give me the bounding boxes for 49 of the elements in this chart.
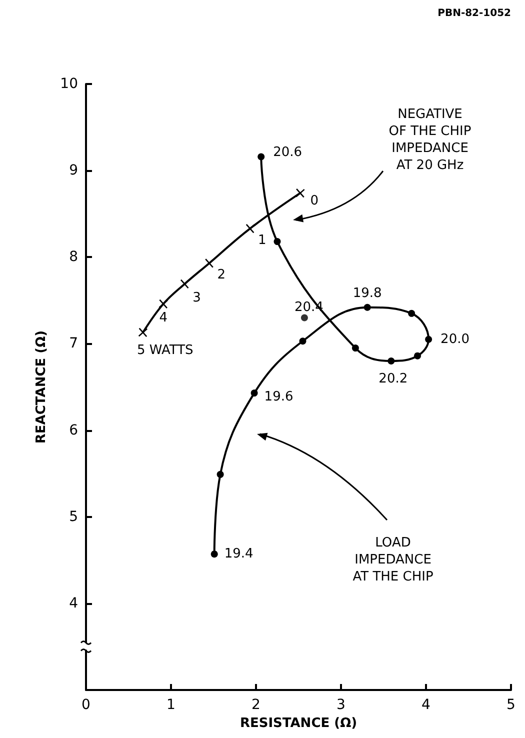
annotation: LOAD IMPEDANCE AT THE CHIP xyxy=(352,536,434,584)
point xyxy=(299,338,306,345)
x-tick-label: 0 xyxy=(82,697,90,713)
y-tick-label: 9 xyxy=(69,162,78,179)
point xyxy=(216,470,224,478)
annotation: 3 xyxy=(192,290,201,306)
y-tick-label: 5 xyxy=(69,508,78,525)
annotation: 20.0 xyxy=(440,332,470,347)
point xyxy=(250,390,258,397)
point xyxy=(408,310,416,317)
annotation: 2 xyxy=(217,268,226,283)
annotation: 19.6 xyxy=(264,390,294,405)
annotation: 5 WATTS xyxy=(136,342,194,358)
point xyxy=(138,328,148,338)
point xyxy=(296,188,305,198)
point xyxy=(180,279,190,289)
point xyxy=(245,224,255,234)
x-tick-label: 5 xyxy=(506,697,516,713)
point xyxy=(300,314,308,322)
annotation: 19.8 xyxy=(352,286,382,301)
x-tick-label: 1 xyxy=(166,697,176,713)
y-tick-label: 7 xyxy=(69,336,78,352)
point xyxy=(425,336,432,343)
point xyxy=(210,550,218,558)
annotation: 0 xyxy=(310,194,318,209)
point xyxy=(158,299,168,308)
y-tick-label: 8 xyxy=(69,249,78,266)
y-axis-title: REACTANCE (Ω) xyxy=(34,330,49,444)
point xyxy=(352,344,359,352)
annotation: NEGATIVE OF THE CHIP IMPEDANCE AT 20 GHz xyxy=(388,107,472,173)
annotation: 4 xyxy=(159,310,168,326)
point xyxy=(204,258,214,268)
point xyxy=(414,352,421,360)
point xyxy=(274,238,281,246)
annotation: 1 xyxy=(258,233,266,248)
x-axis-title: RESISTANCE (Ω) xyxy=(240,716,358,731)
annotation: 20.2 xyxy=(378,372,408,387)
point xyxy=(258,153,265,160)
y-tick-label: 10 xyxy=(60,76,78,92)
y-tick-label: 4 xyxy=(69,595,78,612)
point xyxy=(364,304,371,311)
x-tick-label: 3 xyxy=(336,697,346,713)
point xyxy=(388,358,395,365)
annotation: 20.6 xyxy=(273,145,302,160)
x-tick-label: 4 xyxy=(422,697,431,713)
y-tick-label: 6 xyxy=(69,422,78,438)
text: PBN-82-1052 xyxy=(438,8,511,19)
x-tick-label: 2 xyxy=(252,697,260,713)
annotation: 19.4 xyxy=(224,546,254,562)
